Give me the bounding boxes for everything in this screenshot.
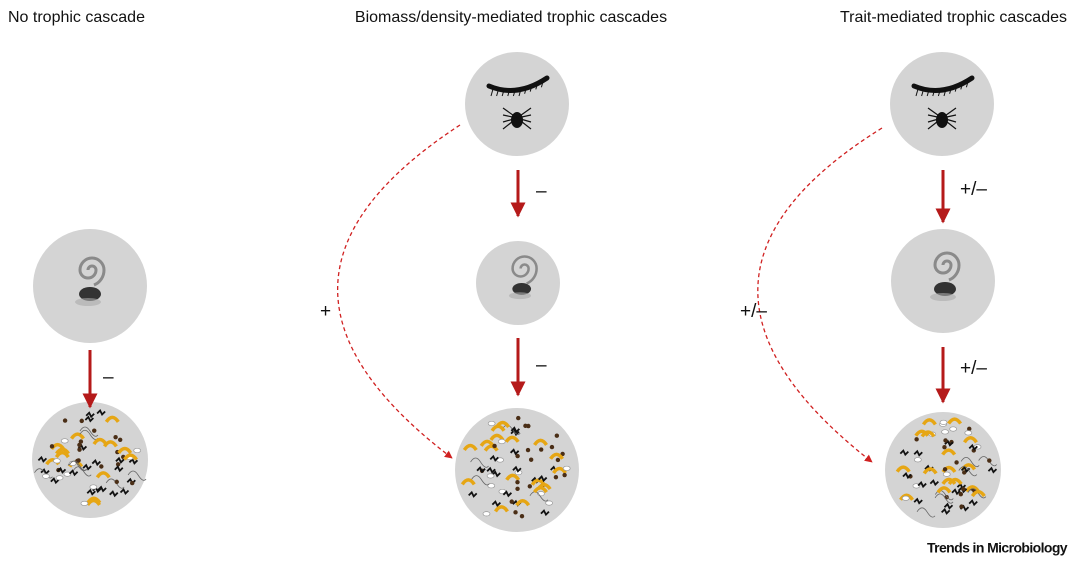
protist xyxy=(487,474,494,478)
bacterium xyxy=(515,487,519,491)
panel-title: Biomass/density-mediated trophic cascade… xyxy=(355,9,667,26)
bacterium xyxy=(50,444,54,448)
bacterium xyxy=(523,424,527,428)
protist xyxy=(56,476,63,480)
protist xyxy=(488,421,495,425)
protist xyxy=(563,466,570,470)
arrow-label: – xyxy=(536,181,547,202)
arrow-label: +/– xyxy=(960,179,987,200)
protist xyxy=(950,427,957,431)
bacterium xyxy=(554,475,558,479)
protist xyxy=(546,501,553,505)
arrow-label: +/– xyxy=(960,358,987,379)
bacterium xyxy=(959,504,963,508)
bacterium xyxy=(79,439,83,443)
bacterium xyxy=(63,418,67,422)
bacterium xyxy=(562,473,566,477)
footer: Trends in Microbiology xyxy=(927,540,1068,556)
bacterium xyxy=(516,416,520,420)
mite-shadow xyxy=(509,292,531,299)
bacterium xyxy=(92,428,96,432)
bacterium xyxy=(520,514,524,518)
protist xyxy=(134,448,141,452)
circle xyxy=(465,52,569,156)
bacterium xyxy=(550,445,554,449)
indirect-label: +/– xyxy=(740,301,767,322)
indirect-label: + xyxy=(320,301,331,322)
mite-shadow xyxy=(930,293,956,301)
bacterium xyxy=(492,444,496,448)
protist xyxy=(942,430,949,434)
bacterium xyxy=(80,419,84,423)
bacterium xyxy=(526,448,530,452)
bacterium xyxy=(943,438,947,442)
protist xyxy=(42,474,49,478)
bacterium xyxy=(556,458,560,462)
mite-shadow xyxy=(75,298,101,306)
bacterium xyxy=(113,435,117,439)
circle xyxy=(891,229,995,333)
arrow-label: – xyxy=(536,355,547,376)
protist xyxy=(914,458,921,462)
protist xyxy=(483,512,490,516)
bacterium xyxy=(961,487,965,491)
bacterium xyxy=(942,445,946,449)
protist xyxy=(81,501,88,505)
protist xyxy=(61,439,68,443)
indirect-arrows xyxy=(338,125,882,462)
bacterium xyxy=(130,481,134,485)
circle xyxy=(890,52,994,156)
diagram: No trophic cascade Biomass/density-media… xyxy=(0,0,1072,561)
circle xyxy=(476,241,560,325)
bacterium xyxy=(99,464,103,468)
circle xyxy=(33,229,147,343)
bacterium xyxy=(515,454,519,458)
panel-title: Trait-mediated trophic cascades xyxy=(840,9,1067,26)
bacterium xyxy=(515,480,519,484)
bacterium xyxy=(115,480,119,484)
protist xyxy=(902,496,909,500)
bacterium xyxy=(513,510,517,514)
bacterium xyxy=(943,467,947,471)
bacterium xyxy=(118,438,122,442)
bacterium xyxy=(529,458,533,462)
protist xyxy=(965,431,972,435)
bacterium xyxy=(954,460,958,464)
bacterium xyxy=(510,499,514,503)
protist xyxy=(53,459,60,463)
protist xyxy=(90,485,97,489)
organism-circles xyxy=(32,52,1001,532)
bacterium xyxy=(528,484,532,488)
protist xyxy=(940,420,947,424)
bacterium xyxy=(914,437,918,441)
bacterium xyxy=(539,447,543,451)
bacterium xyxy=(987,458,991,462)
bacterium xyxy=(77,447,81,451)
bacterium xyxy=(555,433,559,437)
panel-title: No trophic cascade xyxy=(8,9,145,26)
arrow-label: – xyxy=(103,367,114,388)
protist xyxy=(498,439,505,443)
